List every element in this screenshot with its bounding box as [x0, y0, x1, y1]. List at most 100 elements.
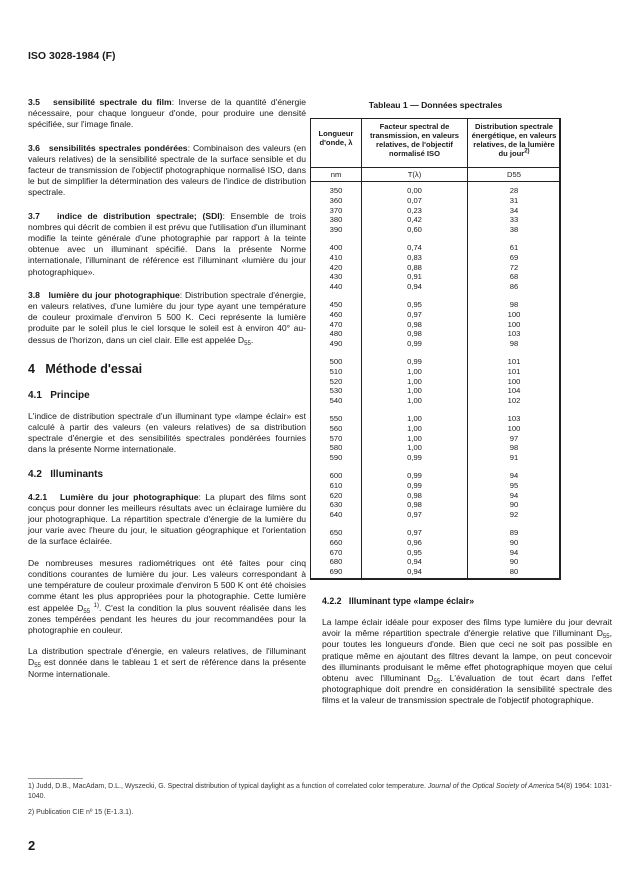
table-cell-transmission: 1,00	[407, 366, 422, 376]
table-cell-wavelength: 470	[329, 319, 343, 329]
table-cell-transmission: 0,23	[407, 205, 422, 215]
table-cell-wavelength: 430	[329, 272, 343, 282]
table-cell-transmission: 0,07	[407, 195, 422, 205]
table-cell-d55: 94	[509, 490, 519, 500]
table-cell-d55: 38	[509, 225, 519, 235]
daylight-paragraph: De nombreuses mesures radiométriques ont…	[28, 557, 307, 635]
table-cell-d55: 104	[507, 386, 521, 396]
section-3-8: 3.8 lumière du jour photographique: Dist…	[28, 289, 306, 347]
table-cell-d55: 103	[507, 329, 521, 339]
table-cell-wavelength: 630	[329, 500, 343, 510]
section-4-heading: 4 Méthode d'essai	[28, 361, 143, 376]
section-3-6: 3.6 sensibilités spectrales pondérées: C…	[28, 142, 306, 198]
table-cell-wavelength: 600	[329, 471, 343, 480]
table-cell-wavelength: 360	[329, 195, 343, 205]
table-cell-transmission: 0,96	[407, 537, 422, 547]
table-cell-d55: 34	[509, 205, 519, 215]
table-cell-d55: 98	[509, 339, 519, 349]
table-cell-d55: 95	[509, 480, 519, 490]
document-id: ISO 3028-1984 (F)	[28, 50, 116, 62]
footnote-2: 2) Publication CIE nº 15 (E-1.3.1).	[28, 809, 134, 816]
table-cell-d55: 101	[507, 366, 521, 376]
table-cell-wavelength: 570	[329, 433, 343, 443]
table-cell-wavelength: 530	[329, 386, 343, 396]
table-cell-transmission: 0,97	[407, 309, 422, 319]
table-cell-d55: 100	[507, 309, 521, 319]
table-cell-d55: 90	[509, 500, 519, 510]
table-cell-wavelength: 650	[329, 528, 343, 537]
table-cell-transmission: 1,00	[407, 423, 422, 433]
section-3-7: 3.7 indice de distribution spectrale; (S…	[28, 210, 306, 277]
header-transmission: Facteur spectral de transmission, en val…	[369, 122, 460, 158]
page-number: 2	[28, 838, 36, 853]
header-distribution: Distribution spectrale énergétique, en v…	[471, 122, 557, 158]
table-cell-wavelength: 510	[329, 366, 343, 376]
table-cell-d55: 80	[509, 567, 519, 577]
table-cell-wavelength: 450	[329, 300, 343, 309]
table-cell-d55: 31	[509, 195, 519, 205]
table-cell-wavelength: 640	[329, 510, 343, 520]
table-cell-transmission: 0,83	[407, 252, 422, 262]
table-cell-d55: 97	[509, 433, 519, 443]
section-4-1-heading: 4.1 Principe	[28, 389, 90, 401]
table-cell-transmission: 0,99	[407, 357, 422, 366]
table-cell-wavelength: 400	[329, 243, 343, 252]
table-cell-wavelength: 660	[329, 537, 343, 547]
table-cell-transmission: 0,98	[407, 490, 422, 500]
table-cell-wavelength: 370	[329, 205, 343, 215]
table-cell-transmission: 1,00	[407, 386, 422, 396]
table-cell-wavelength: 440	[329, 282, 343, 292]
table-cell-wavelength: 460	[329, 309, 343, 319]
table-cell-wavelength: 390	[329, 225, 343, 235]
table-cell-wavelength: 490	[329, 339, 343, 349]
table-cell-transmission: 0,99	[407, 339, 422, 349]
table-cell-d55: 98	[509, 443, 519, 453]
table-cell-d55: 86	[509, 282, 519, 292]
table-cell-transmission: 0,74	[407, 243, 422, 252]
table-cell-transmission: 0,99	[407, 471, 422, 480]
table-cell-transmission: 0,00	[407, 186, 422, 195]
table-cell-wavelength: 420	[329, 262, 343, 272]
table-cell-d55: 103	[507, 414, 521, 423]
table-cell-transmission: 0,94	[407, 282, 422, 292]
section-4-2-2-heading: 4.2.2 Illuminant type «lampe éclair»	[322, 596, 475, 606]
unit-transmission: T(λ)	[407, 170, 422, 179]
table-cell-d55: 91	[509, 453, 519, 463]
unit-nm: nm	[330, 170, 342, 179]
table-cell-transmission: 0,98	[407, 329, 422, 339]
table-cell-d55: 100	[507, 376, 521, 386]
table-cell-wavelength: 480	[329, 329, 343, 339]
table-cell-wavelength: 610	[329, 480, 343, 490]
table-cell-d55: 28	[509, 186, 519, 195]
table-cell-transmission: 0,98	[407, 319, 422, 329]
table-cell-wavelength: 690	[329, 567, 343, 577]
table-cell-transmission: 0,42	[407, 215, 422, 225]
table-cell-transmission: 0,98	[407, 500, 422, 510]
footnote-divider	[28, 778, 83, 779]
table-cell-d55: 100	[507, 319, 521, 329]
table-cell-d55: 33	[509, 215, 519, 225]
table-cell-wavelength: 350	[329, 186, 343, 195]
section-4-2-heading: 4.2 Illuminants	[28, 468, 104, 480]
header-wavelength: Longueur d'onde, λ	[318, 129, 354, 147]
left-column: 3.5 sensibilité spectrale du film: Inver…	[28, 97, 306, 680]
table-cell-transmission: 0,60	[407, 225, 422, 235]
table-cell-wavelength: 670	[329, 547, 343, 557]
table-cell-wavelength: 500	[329, 357, 343, 366]
table-cell-transmission: 0,97	[407, 510, 422, 520]
table-cell-d55: 68	[509, 272, 519, 282]
table-cell-transmission: 1,00	[407, 414, 422, 423]
footnote-1: 1) Judd, D.B., MacAdam, D.L., Wyszecki, …	[28, 783, 612, 800]
table-cell-transmission: 0,97	[407, 528, 422, 537]
table-cell-transmission: 1,00	[407, 396, 422, 406]
table-cell-wavelength: 680	[329, 557, 343, 567]
table-cell-transmission: 0,94	[407, 557, 422, 567]
right-column-text: 4.2.2 Illuminant type «lampe éclair» La …	[322, 595, 612, 707]
table-cell-wavelength: 580	[329, 443, 343, 453]
table-cell-transmission: 0,91	[407, 272, 422, 282]
table-cell-d55: 72	[509, 262, 519, 272]
unit-d55: D55	[507, 170, 521, 179]
table-cell-d55: 102	[507, 396, 521, 406]
table-cell-transmission: 0,88	[407, 262, 422, 272]
